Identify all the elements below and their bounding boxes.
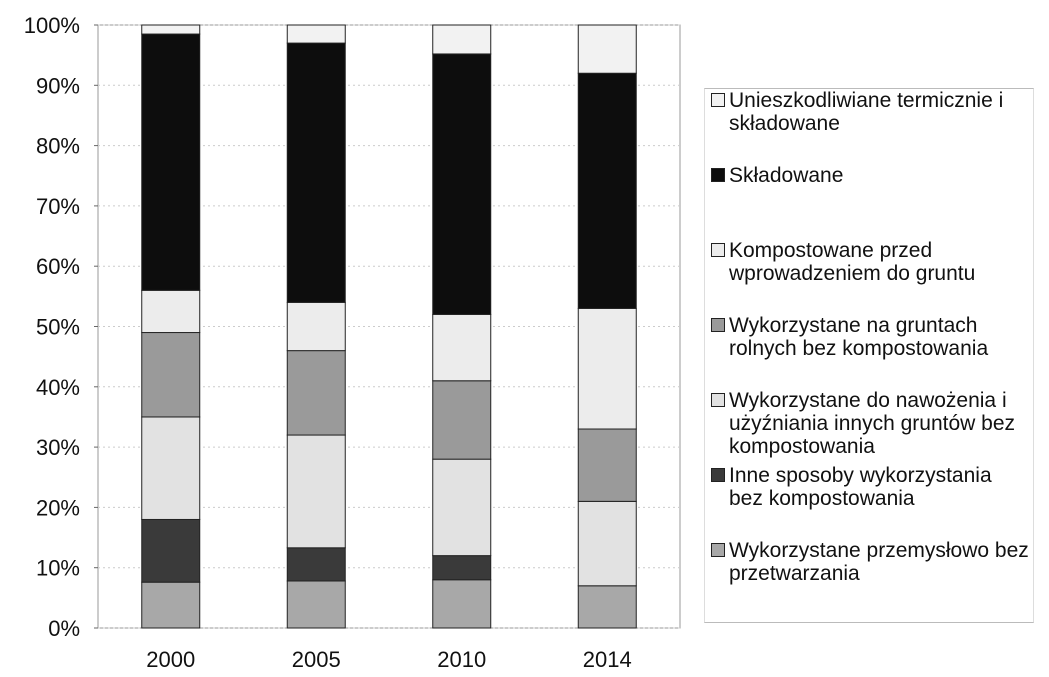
- x-tick-label: 2014: [583, 647, 632, 672]
- y-tick-label: 100%: [24, 13, 80, 38]
- legend-label: Składowane: [729, 164, 844, 187]
- bar-segment: [432, 458, 492, 557]
- legend-item: Inne sposoby wykorzystania bez kompostow…: [709, 464, 1029, 539]
- bar-segment: [432, 380, 492, 460]
- legend-swatch: [711, 318, 725, 332]
- bar-segment: [286, 547, 346, 582]
- legend-item: Kompostowane przed wprowadzeniem do grun…: [709, 239, 1029, 314]
- bar-segment: [141, 289, 201, 334]
- y-tick-label: 0%: [48, 616, 80, 641]
- legend-label: Wykorzystane na gruntach rolnych bez kom…: [729, 314, 989, 360]
- y-tick-label: 80%: [36, 134, 80, 159]
- y-tick-label: 60%: [36, 254, 80, 279]
- legend-item: Składowane: [709, 164, 1029, 239]
- y-tick-label: 90%: [36, 73, 80, 98]
- bar-segment: [286, 350, 346, 436]
- bar-segment: [432, 24, 492, 55]
- bar-segment: [286, 301, 346, 352]
- y-tick-label: 20%: [36, 495, 80, 520]
- bar-segment: [577, 307, 637, 430]
- bar-segment: [286, 42, 346, 303]
- bar-segment: [141, 33, 201, 291]
- legend-label: Wykorzystane do nawożenia i użyźniania i…: [729, 389, 1016, 458]
- legend-swatch: [711, 93, 725, 107]
- bar-segment: [432, 53, 492, 315]
- legend-swatch: [711, 393, 725, 407]
- bar-segment: [432, 555, 492, 581]
- legend-item: Wykorzystane przemysłowo bez przetwarzan…: [709, 539, 1029, 614]
- y-tick-label: 70%: [36, 194, 80, 219]
- y-tick-label: 40%: [36, 375, 80, 400]
- bar-segment: [141, 581, 201, 629]
- legend-item: Unieszkodliwiane termicznie i składowane: [709, 89, 1029, 164]
- bar-segment: [577, 585, 637, 629]
- legend-item: Wykorzystane na gruntach rolnych bez kom…: [709, 314, 1029, 389]
- legend: Unieszkodliwiane termicznie i składowane…: [704, 88, 1034, 623]
- bar-segment: [141, 518, 201, 583]
- bar-segment: [577, 72, 637, 309]
- bar-segment: [577, 24, 637, 74]
- y-tick-label: 50%: [36, 315, 80, 340]
- bar-segment: [577, 428, 637, 502]
- legend-swatch: [711, 468, 725, 482]
- y-tick-label: 10%: [36, 556, 80, 581]
- legend-label: Unieszkodliwiane termicznie i składowane: [729, 89, 1004, 135]
- legend-swatch: [711, 543, 725, 557]
- legend-item: Wykorzystane do nawożenia i użyźniania i…: [709, 389, 1029, 464]
- legend-label: Kompostowane przed wprowadzeniem do grun…: [729, 239, 976, 285]
- x-tick-label: 2000: [146, 647, 195, 672]
- bar-segment: [141, 416, 201, 520]
- bar-segment: [286, 580, 346, 629]
- x-tick-label: 2010: [437, 647, 486, 672]
- y-tick-label: 30%: [36, 435, 80, 460]
- bar-segment: [577, 500, 637, 587]
- bar-segment: [432, 313, 492, 382]
- legend-label: Inne sposoby wykorzystania bez kompostow…: [729, 464, 992, 510]
- legend-swatch: [711, 168, 725, 182]
- legend-label: Wykorzystane przemysłowo bez przetwarzan…: [729, 539, 1029, 585]
- bar-segment: [286, 24, 346, 44]
- bar-segment: [286, 434, 346, 549]
- bar-segment: [141, 24, 201, 35]
- legend-swatch: [711, 243, 725, 257]
- bar-segment: [141, 332, 201, 418]
- bar-segment: [432, 579, 492, 629]
- x-tick-label: 2005: [292, 647, 341, 672]
